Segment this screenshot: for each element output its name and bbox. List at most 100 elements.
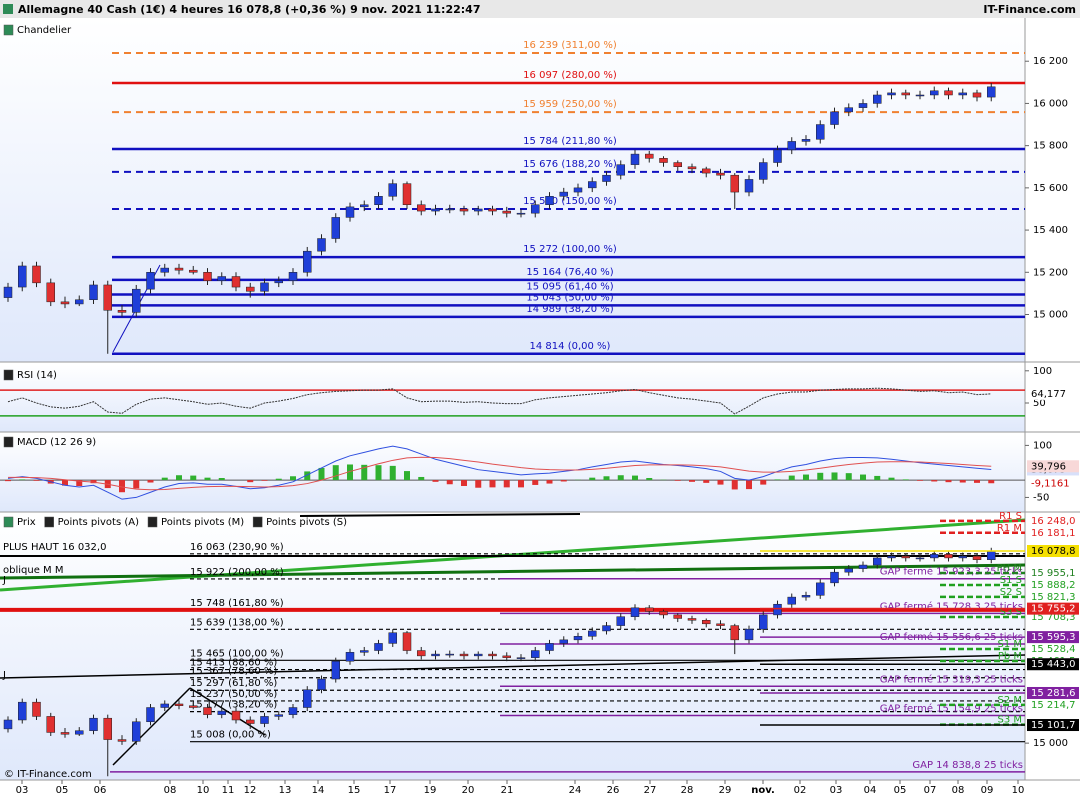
y-tick-label: 16 000 bbox=[1033, 98, 1068, 109]
histogram-bar bbox=[490, 480, 496, 487]
candle-body bbox=[517, 213, 525, 214]
legend-label: Prix bbox=[17, 517, 36, 528]
candle-body bbox=[731, 175, 739, 192]
candle-body bbox=[802, 595, 810, 597]
candle-body bbox=[973, 556, 981, 560]
legend-label: MACD (12 26 9) bbox=[17, 437, 96, 448]
candle-body bbox=[916, 95, 924, 96]
candle-body bbox=[560, 640, 568, 644]
x-tick-label: 02 bbox=[794, 785, 807, 796]
level-label: 14 814 (0,00 %) bbox=[530, 341, 611, 352]
candle-body bbox=[4, 720, 12, 729]
level-label: 15 272 (100,00 %) bbox=[523, 244, 617, 255]
x-tick-label: 13 bbox=[279, 785, 292, 796]
candle-body bbox=[845, 108, 853, 112]
pivot-name: S2 S bbox=[1000, 587, 1022, 598]
candle-body bbox=[702, 620, 710, 624]
candle-body bbox=[189, 270, 197, 272]
histogram-bar bbox=[547, 480, 553, 483]
candle-body bbox=[688, 618, 696, 620]
histogram-bar bbox=[133, 480, 139, 488]
candle-body bbox=[902, 93, 910, 95]
histogram-bar bbox=[589, 478, 595, 480]
candle-body bbox=[175, 268, 183, 270]
histogram-bar bbox=[290, 476, 296, 480]
candle-body bbox=[389, 633, 397, 644]
header-source: IT-Finance.com bbox=[983, 3, 1076, 16]
candle-body bbox=[945, 554, 953, 558]
x-tick-label: 17 bbox=[384, 785, 397, 796]
candle-body bbox=[474, 209, 482, 211]
x-tick-label: 27 bbox=[644, 785, 657, 796]
candle-body bbox=[831, 112, 839, 125]
x-tick-label: 24 bbox=[569, 785, 582, 796]
candle-body bbox=[33, 702, 41, 716]
pivot-name: S3 M bbox=[997, 715, 1022, 726]
candle-body bbox=[845, 569, 853, 573]
candle-body bbox=[261, 283, 269, 291]
level-label: 15 095 (61,40 %) bbox=[526, 281, 613, 292]
candle-body bbox=[346, 652, 354, 661]
y-tick-label: 16 200 bbox=[1033, 56, 1068, 67]
candle-body bbox=[61, 302, 69, 304]
y-tick-label: 15 200 bbox=[1033, 267, 1068, 278]
pivot-name: Pb M bbox=[998, 651, 1022, 662]
legend-icon bbox=[253, 517, 262, 527]
candle-body bbox=[417, 205, 425, 211]
fib-label: 15 008 (0,00 %) bbox=[190, 730, 271, 741]
candle-body bbox=[588, 182, 596, 188]
candle-body bbox=[873, 558, 881, 565]
candle-body bbox=[147, 272, 155, 289]
legend-label: Points pivots (S) bbox=[266, 517, 347, 528]
histogram-bar bbox=[832, 472, 838, 480]
candle-body bbox=[33, 266, 41, 283]
histogram-bar bbox=[205, 478, 211, 480]
x-tick-label: 08 bbox=[952, 785, 965, 796]
candle-body bbox=[973, 93, 981, 97]
candle-body bbox=[360, 205, 368, 207]
value-box-label: 16 078,8 bbox=[1031, 546, 1076, 557]
candle-body bbox=[232, 277, 240, 288]
x-tick-label: 03 bbox=[16, 785, 29, 796]
histogram-bar bbox=[817, 473, 823, 480]
histogram-bar bbox=[646, 478, 652, 480]
x-tick-label: 26 bbox=[607, 785, 620, 796]
x-tick-label: 21 bbox=[501, 785, 514, 796]
histogram-bar bbox=[803, 475, 809, 481]
y-tick-label: -50 bbox=[1033, 492, 1049, 503]
x-tick-label: 20 bbox=[462, 785, 475, 796]
histogram-bar bbox=[19, 479, 25, 480]
candle-body bbox=[916, 558, 924, 559]
level-label: 15 676 (188,20 %) bbox=[523, 159, 617, 170]
candle-body bbox=[90, 285, 98, 300]
candle-body bbox=[759, 163, 767, 180]
value-box-label: 15 101,7 bbox=[1031, 720, 1076, 731]
candle-body bbox=[303, 690, 311, 708]
candle-body bbox=[674, 163, 682, 167]
candle-body bbox=[417, 651, 425, 656]
candle-body bbox=[375, 643, 383, 650]
level-label: 15 784 (211,80 %) bbox=[523, 136, 617, 147]
candle-body bbox=[375, 196, 383, 204]
x-tick-label: nov. bbox=[751, 785, 775, 796]
candle-body bbox=[816, 125, 824, 140]
candle-body bbox=[759, 615, 767, 629]
x-tick-label: 07 bbox=[924, 785, 937, 796]
candle-body bbox=[460, 654, 468, 656]
candle-body bbox=[474, 654, 482, 656]
histogram-bar bbox=[148, 480, 154, 482]
candle-body bbox=[888, 93, 896, 95]
candle-body bbox=[702, 169, 710, 173]
x-tick-label: 06 bbox=[94, 785, 107, 796]
histogram-bar bbox=[760, 480, 766, 485]
fib-label: 15 639 (138,00 %) bbox=[190, 617, 284, 628]
histogram-bar bbox=[190, 476, 196, 481]
histogram-bar bbox=[703, 480, 709, 483]
histogram-bar bbox=[276, 479, 282, 480]
histogram-bar bbox=[247, 480, 253, 482]
histogram-bar bbox=[604, 476, 610, 480]
legend-icon bbox=[45, 517, 54, 527]
candle-body bbox=[945, 91, 953, 95]
x-tick-label: 29 bbox=[719, 785, 732, 796]
candle-body bbox=[531, 205, 539, 213]
